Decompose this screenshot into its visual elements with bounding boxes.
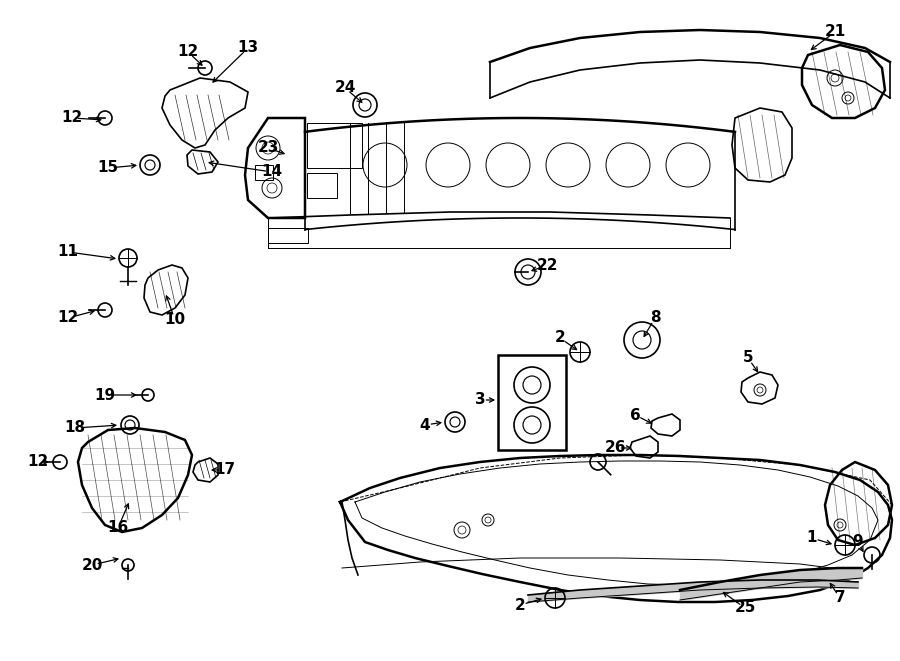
Text: 19: 19 [94,387,115,403]
Text: 15: 15 [97,161,119,176]
Text: 18: 18 [65,420,86,436]
Text: 1: 1 [806,531,817,545]
Bar [498,355,566,450]
Bar [307,123,362,168]
Text: 12: 12 [58,311,78,325]
Text: 20: 20 [81,557,103,572]
Bar [307,173,337,198]
Text: 6: 6 [630,407,641,422]
Text: 22: 22 [537,258,559,272]
Text: 21: 21 [824,24,846,40]
Text: 24: 24 [334,81,356,95]
Text: 25: 25 [734,600,756,615]
Text: 9: 9 [852,535,863,549]
Bar [268,228,308,243]
Text: 26: 26 [604,440,626,455]
Text: 12: 12 [61,110,83,126]
Text: 3: 3 [474,393,485,407]
Text: 10: 10 [165,313,185,327]
Text: 7: 7 [834,590,845,605]
Text: 12: 12 [27,455,49,469]
Text: 14: 14 [261,165,283,180]
Text: 12: 12 [177,44,199,59]
Text: 17: 17 [214,463,236,477]
Text: 2: 2 [515,598,526,613]
Text: 4: 4 [419,418,430,432]
Text: 13: 13 [238,40,258,56]
Text: 5: 5 [742,350,753,366]
Text: 11: 11 [58,245,78,260]
Text: 2: 2 [554,330,565,346]
Text: 8: 8 [650,311,661,325]
Bar [255,165,273,180]
Text: 23: 23 [257,141,279,155]
Text: 16: 16 [107,520,129,535]
